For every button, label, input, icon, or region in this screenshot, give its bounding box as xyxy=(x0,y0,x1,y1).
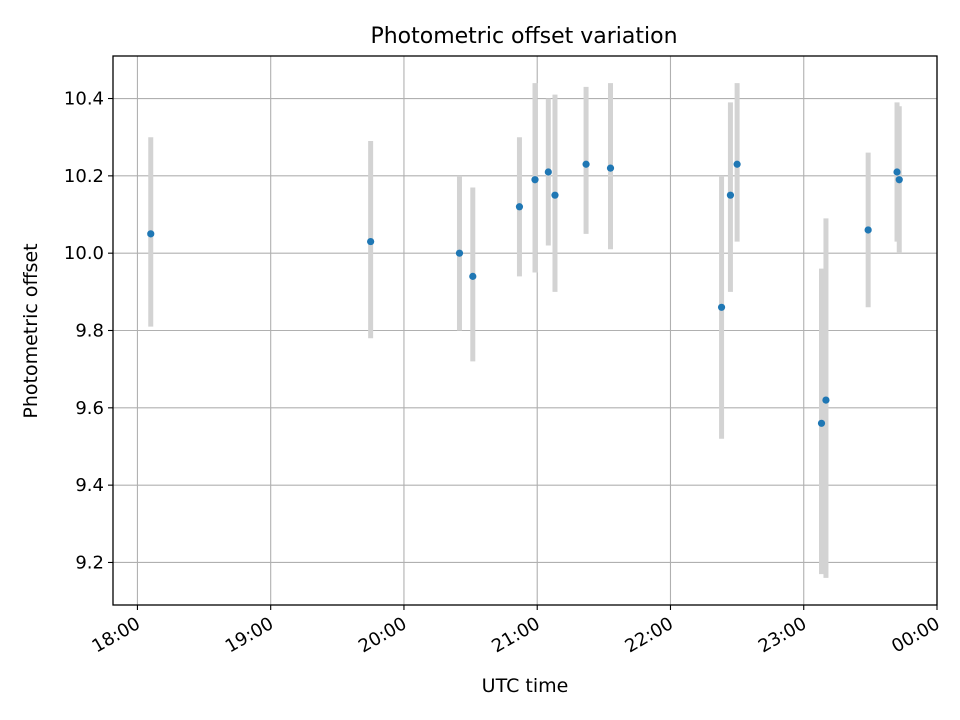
grid xyxy=(113,56,938,605)
x-tick-label: 21:00 xyxy=(488,613,543,657)
y-tick-label: 9.2 xyxy=(75,552,104,573)
y-tick-label: 9.8 xyxy=(75,321,104,342)
y-axis: 9.2 9.4 9.6 9.8 10.0 10.2 10.4 xyxy=(64,89,113,573)
data-point xyxy=(515,203,524,211)
x-axis-label: UTC time xyxy=(482,675,569,697)
data-point xyxy=(717,303,726,311)
data-point xyxy=(817,419,826,427)
data-point xyxy=(469,272,477,280)
data-points xyxy=(147,160,903,427)
data-point xyxy=(551,191,559,199)
y-axis-label: Photometric offset xyxy=(20,243,42,418)
data-point xyxy=(147,230,155,238)
x-tick-label: 20:00 xyxy=(355,613,410,657)
x-axis: 18:00 19:00 20:00 21:00 22:00 23:00 00:00 xyxy=(89,605,944,657)
data-point xyxy=(582,160,590,168)
y-tick-label: 10.2 xyxy=(64,166,104,187)
x-tick-label: 23:00 xyxy=(755,613,810,657)
data-point xyxy=(733,160,741,168)
chart-title: Photometric offset variation xyxy=(370,24,677,49)
y-tick-label: 10.4 xyxy=(64,89,104,110)
data-point xyxy=(531,176,539,184)
data-point xyxy=(864,226,872,234)
y-tick-label: 9.6 xyxy=(75,398,104,419)
data-point xyxy=(726,191,735,199)
x-tick-label: 22:00 xyxy=(622,613,677,657)
data-point xyxy=(455,249,464,257)
data-point xyxy=(606,164,615,172)
x-tick-label: 18:00 xyxy=(89,613,144,657)
data-point xyxy=(893,168,901,176)
x-tick-label: 00:00 xyxy=(888,613,943,657)
data-point xyxy=(544,168,552,176)
y-tick-label: 10.0 xyxy=(64,243,104,264)
y-tick-label: 9.4 xyxy=(75,475,104,496)
data-point xyxy=(822,396,830,404)
data-point xyxy=(895,176,903,184)
data-point xyxy=(367,237,375,246)
x-tick-label: 19:00 xyxy=(222,613,277,657)
